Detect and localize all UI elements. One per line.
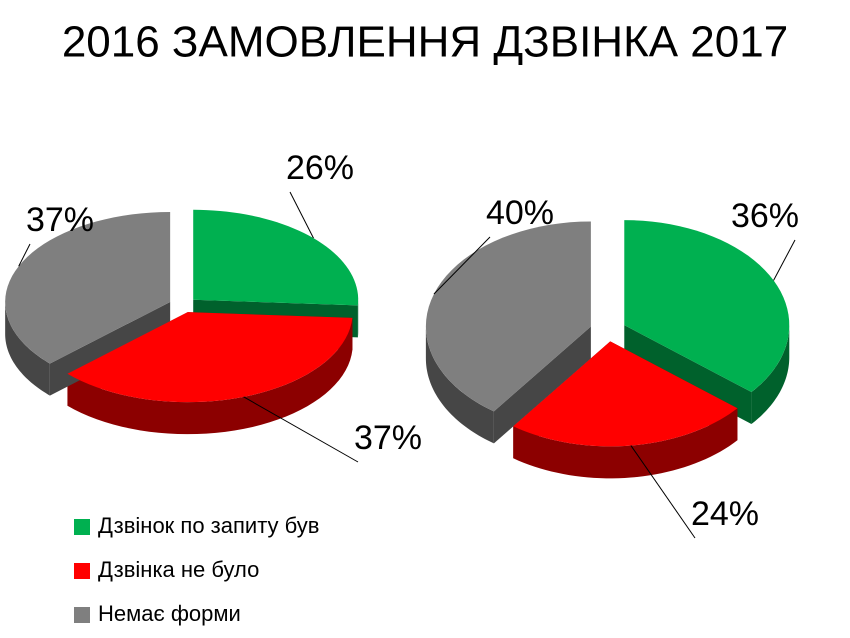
leader-line bbox=[289, 191, 314, 239]
leader-line bbox=[243, 396, 359, 463]
value-label: 37% bbox=[354, 419, 422, 457]
legend-swatch bbox=[74, 607, 90, 623]
slice-side bbox=[67, 317, 353, 435]
slice bbox=[5, 211, 171, 364]
pie-tops bbox=[5, 209, 359, 403]
chart-title: 2016 ЗАМОВЛЕННЯ ДЗВІНКА 2017 bbox=[62, 18, 788, 67]
legend-label: Немає форми bbox=[98, 601, 241, 626]
slice-edge bbox=[493, 326, 591, 444]
legend-swatch bbox=[74, 563, 90, 579]
leader-line bbox=[433, 236, 491, 295]
leader-line bbox=[773, 239, 796, 281]
slice-side bbox=[5, 301, 50, 396]
leader-line bbox=[18, 243, 31, 267]
slice bbox=[513, 341, 738, 447]
pie-labels: 36% 24% 40% bbox=[433, 194, 799, 539]
legend-label: Дзвінка не було bbox=[98, 557, 259, 582]
slice-side bbox=[751, 325, 790, 425]
pie-labels: 26% 37% 37% bbox=[18, 149, 422, 463]
leader-line bbox=[630, 445, 696, 539]
slice bbox=[67, 312, 353, 403]
slice bbox=[624, 220, 790, 393]
pie-tops bbox=[425, 220, 790, 447]
value-label: 36% bbox=[731, 197, 799, 235]
slice bbox=[425, 221, 591, 412]
slice bbox=[193, 209, 359, 306]
value-label: 26% bbox=[286, 149, 354, 187]
value-label: 37% bbox=[26, 201, 94, 239]
legend-label: Дзвінок по запиту був bbox=[98, 513, 319, 538]
slice-side bbox=[425, 326, 494, 444]
legend-swatch bbox=[74, 519, 90, 535]
slice-side bbox=[513, 408, 738, 479]
value-label: 40% bbox=[486, 194, 554, 232]
value-label: 24% bbox=[691, 495, 759, 533]
